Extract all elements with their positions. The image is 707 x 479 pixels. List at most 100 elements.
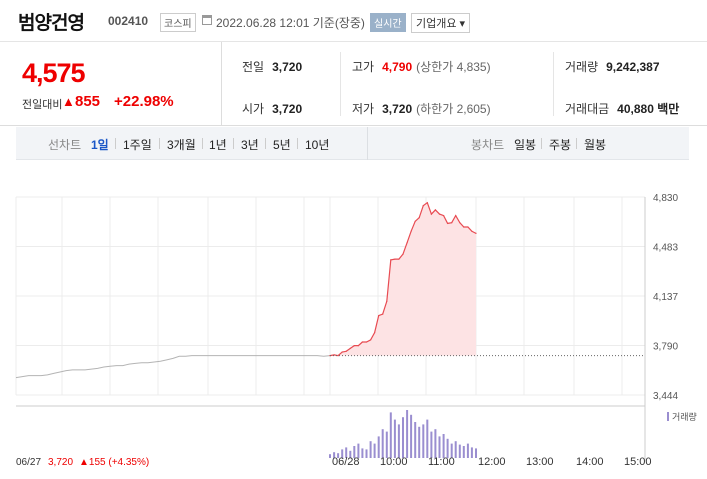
stock-name: 범양건영 (18, 13, 85, 34)
open-label: 시가 (242, 102, 265, 116)
stock-code: 002410 (108, 14, 149, 28)
company-overview-dropdown[interactable]: 기업개요 ▾ (411, 13, 471, 33)
price-point (467, 226, 469, 228)
price-point (438, 213, 441, 215)
price-point (365, 341, 368, 343)
volume-bar (458, 444, 461, 458)
volume-bar (357, 443, 360, 458)
amount-value: 40,880 백만 (617, 102, 680, 116)
price-point (341, 351, 343, 353)
volume-bar (349, 450, 352, 458)
price-point (422, 205, 424, 207)
tab-1y[interactable]: 1년 (209, 138, 227, 152)
prev-day-line (15, 355, 331, 379)
tab-5y[interactable]: 5년 (273, 138, 291, 152)
price-point (390, 259, 392, 261)
low-value: 3,720 (382, 102, 413, 116)
y-tick-label: 3,444 (653, 391, 678, 402)
footer-date: 06/27 (16, 457, 41, 468)
tab-separator (202, 138, 203, 149)
x-tick-label: 12:00 (478, 456, 506, 468)
volume-bar (381, 429, 384, 458)
volume-bar (365, 449, 368, 458)
volume-bar (450, 443, 453, 458)
price-chart[interactable]: 4,830 4,483 4,137 3,790 3,444 거래량 06/28 10:00… (0, 185, 707, 479)
footer-change: ▲155 (+4.35%) (79, 457, 149, 468)
price-point (378, 315, 380, 317)
tab-3y[interactable]: 3년 (241, 138, 259, 152)
change-percent: +22.98% (114, 93, 174, 110)
price-point (459, 222, 461, 224)
price-point (374, 332, 376, 334)
price-point (361, 341, 363, 343)
volume-bar (353, 446, 356, 458)
volume-bar (462, 446, 465, 458)
prev-close-label: 전일 (242, 60, 265, 74)
x-tick-label: 06/28 (332, 456, 360, 468)
volume-bar (361, 448, 364, 458)
tab-10y[interactable]: 10년 (305, 138, 330, 152)
volume-bar (389, 412, 392, 458)
tab-3m[interactable]: 3개월 (167, 138, 196, 152)
prev-close-cell: 전일 3,720 (242, 58, 302, 75)
footer-price: 3,720 (48, 457, 73, 468)
price-point (418, 217, 420, 219)
price-point (443, 215, 445, 217)
volume-bar (333, 452, 336, 458)
quote-datetime: 2022.06.28 12:01 기준(장중) (216, 16, 365, 30)
price-point (455, 215, 457, 217)
tab-monthly[interactable]: 월봉 (584, 138, 607, 152)
x-tick-label: 13:00 (526, 456, 554, 468)
price-point (349, 347, 351, 349)
high-cell: 고가 4,790 (상한가 4,835) (352, 58, 491, 75)
price-point (345, 350, 347, 352)
volume-bars: 거래량 (329, 410, 697, 458)
market-badge: 코스피 (160, 13, 196, 32)
volume-legend-label: 거래량 (672, 411, 697, 422)
price-point (398, 258, 400, 260)
tab-1d[interactable]: 1일 (91, 138, 109, 152)
tab-separator (233, 138, 234, 149)
tabs-divider (367, 127, 368, 160)
change-value: 855 (75, 93, 101, 110)
volume-bar (369, 441, 372, 458)
volume-bar (430, 431, 433, 458)
y-tick-label: 4,137 (653, 292, 678, 303)
divider (340, 52, 341, 116)
volume-bar (393, 419, 396, 458)
price-point (402, 253, 404, 255)
volume-bar (434, 429, 437, 458)
quote-panel: 4,575 전일대비 ▲ 855 +22.98% 전일 3,720 시가 3,720… (0, 42, 707, 126)
price-box: 4,575 전일대비 ▲ 855 +22.98% (0, 42, 222, 126)
volume-bar (414, 422, 417, 458)
volume-bar (422, 424, 425, 458)
price-point (434, 209, 436, 211)
volume-bar (385, 431, 388, 458)
tab-1w[interactable]: 1주일 (123, 138, 152, 152)
calendar-icon (202, 15, 212, 25)
low-label: 저가 (352, 102, 375, 116)
divider (553, 52, 554, 116)
volume-bar (418, 426, 421, 458)
price-point (471, 230, 473, 232)
tab-weekly[interactable]: 주봉 (549, 138, 572, 152)
price-point (337, 355, 339, 357)
volume-legend-swatch (667, 412, 669, 421)
x-tick-label: 11:00 (428, 456, 455, 468)
volume-bar (377, 436, 380, 458)
tab-separator (541, 138, 542, 149)
price-point (447, 222, 449, 224)
volume-bar (442, 434, 445, 458)
tab-separator (297, 138, 298, 149)
price-point (475, 232, 477, 234)
price-point (394, 258, 396, 260)
open-value: 3,720 (272, 102, 303, 116)
volume-bar (454, 441, 457, 458)
price-point (370, 339, 372, 341)
volume-bar (402, 417, 404, 458)
price-point (406, 242, 408, 244)
tab-daily[interactable]: 일봉 (514, 138, 537, 152)
x-tick-label: 15:00 (624, 456, 652, 468)
realtime-badge[interactable]: 실시간 (370, 13, 406, 32)
volume-bar (329, 454, 331, 458)
